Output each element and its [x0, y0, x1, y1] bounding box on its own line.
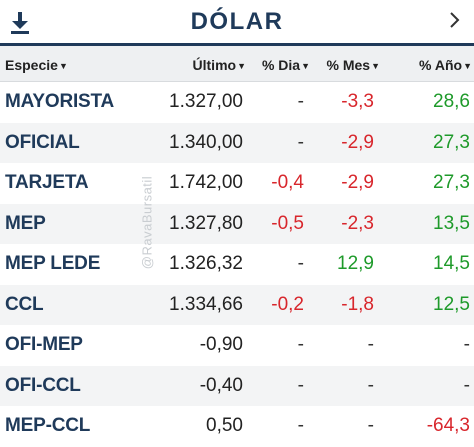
row-mes: -2,3 — [341, 212, 374, 234]
caret-down-icon: ▼ — [301, 61, 310, 71]
row-ultimo: 1.326,32 — [169, 253, 243, 274]
caret-down-icon: ▼ — [237, 61, 246, 71]
caret-down-icon: ▼ — [58, 61, 68, 71]
caret-down-icon: ▼ — [463, 61, 472, 71]
row-name[interactable]: MEP LEDE — [5, 253, 101, 274]
row-name[interactable]: CCL — [5, 293, 44, 315]
row-ultimo: 1.742,00 — [169, 172, 243, 193]
row-ultimo: 1.327,00 — [169, 91, 243, 112]
row-name[interactable]: MAYORISTA — [5, 91, 115, 112]
table-row[interactable]: OFI-CCL -0,40 - - - — [0, 365, 474, 406]
row-dia: -0,4 — [271, 172, 304, 193]
chevron-right-icon — [450, 12, 460, 28]
quotes-table: MAYORISTA 1.327,00 - -3,3 28,6 OFICIAL 1… — [0, 82, 474, 447]
next-button[interactable] — [448, 9, 462, 31]
row-ultimo: 1.340,00 — [169, 131, 243, 153]
table-row[interactable]: MEP LEDE 1.326,32 - 12,9 14,5 — [0, 244, 474, 285]
row-dia: - — [297, 253, 304, 274]
row-dia: -0,5 — [271, 212, 304, 234]
widget-title: DÓLAR — [190, 8, 284, 35]
row-dia: - — [297, 374, 304, 396]
row-dia: - — [297, 91, 304, 112]
column-especie[interactable]: Especie▼ — [5, 57, 68, 73]
row-mes: - — [367, 415, 374, 436]
row-name[interactable]: MEP-CCL — [5, 415, 91, 436]
column-dia[interactable]: % Dia▼ — [261, 57, 310, 73]
row-anio: 14,5 — [433, 253, 470, 274]
row-mes: -2,9 — [341, 172, 374, 193]
row-anio: - — [463, 374, 470, 396]
row-ultimo: -0,40 — [199, 374, 243, 396]
row-dia: -0,2 — [271, 293, 304, 315]
row-ultimo: 1.327,80 — [169, 212, 243, 234]
row-name[interactable]: OFI-CCL — [5, 374, 81, 396]
table-row[interactable]: OFICIAL 1.340,00 - -2,9 27,3 — [0, 122, 474, 163]
widget-header: DÓLAR — [0, 0, 474, 46]
download-icon — [11, 12, 29, 34]
row-dia: - — [297, 334, 304, 355]
row-anio: 12,5 — [433, 293, 470, 315]
column-mes[interactable]: % Mes▼ — [326, 57, 381, 73]
row-name[interactable]: MEP — [5, 212, 46, 234]
row-name[interactable]: OFI-MEP — [5, 334, 83, 355]
row-name[interactable]: OFICIAL — [5, 131, 80, 153]
row-anio: -64,3 — [426, 415, 470, 436]
row-mes: -1,8 — [341, 293, 374, 315]
table-row[interactable]: MEP-CCL 0,50 - - -64,3 — [0, 406, 474, 447]
row-mes: -3,3 — [341, 91, 374, 112]
row-mes: - — [367, 334, 374, 355]
table-row[interactable]: TARJETA 1.742,00 -0,4 -2,9 27,3 — [0, 163, 474, 204]
row-ultimo: -0,90 — [199, 334, 243, 355]
row-dia: - — [297, 415, 304, 436]
table-row[interactable]: MEP 1.327,80 -0,5 -2,3 13,5 — [0, 203, 474, 244]
caret-down-icon: ▼ — [371, 61, 380, 71]
download-button[interactable] — [9, 11, 31, 35]
column-ultimo[interactable]: Último▼ — [192, 57, 246, 73]
row-name[interactable]: TARJETA — [5, 172, 89, 193]
row-mes: - — [367, 374, 374, 396]
table-row[interactable]: CCL 1.334,66 -0,2 -1,8 12,5 — [0, 284, 474, 325]
row-mes: 12,9 — [337, 253, 374, 274]
row-anio: 27,3 — [433, 172, 470, 193]
row-anio: 27,3 — [433, 131, 470, 153]
table-row[interactable]: MAYORISTA 1.327,00 - -3,3 28,6 — [0, 82, 474, 123]
row-ultimo: 0,50 — [206, 415, 243, 436]
table-row[interactable]: OFI-MEP -0,90 - - - — [0, 325, 474, 366]
row-dia: - — [297, 131, 304, 153]
row-ultimo: 1.334,66 — [169, 293, 243, 315]
row-anio: - — [463, 334, 470, 355]
row-anio: 28,6 — [433, 91, 470, 112]
column-header: Especie▼ Último▼ % Dia▼ % Mes▼ % Año▼ — [0, 46, 474, 82]
column-anio[interactable]: % Año▼ — [419, 57, 472, 73]
row-anio: 13,5 — [433, 212, 470, 234]
row-mes: -2,9 — [341, 131, 374, 153]
